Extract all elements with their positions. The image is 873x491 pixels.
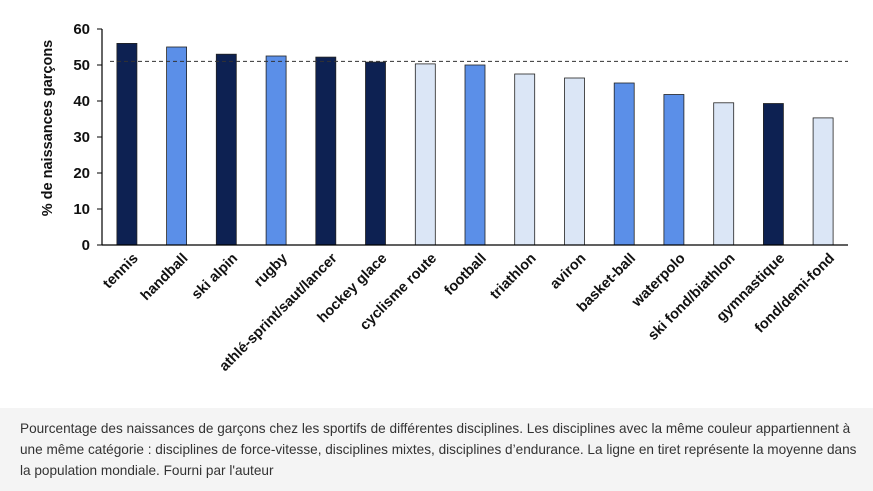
bar-gymnastique	[763, 103, 784, 246]
bar-football	[464, 64, 486, 246]
bar-basket-ball	[613, 82, 635, 246]
bar-tennis	[116, 43, 138, 246]
x-category-label: football	[441, 251, 489, 299]
bar-triathlon	[514, 73, 536, 246]
x-category-label: triathlon	[487, 251, 539, 303]
caption-area: Pourcentage des naissances de garçons ch…	[0, 408, 873, 491]
bar-hockey-glace	[365, 61, 386, 246]
y-tick-label: 50	[73, 57, 90, 74]
x-category-label: rugby	[251, 251, 291, 291]
y-tick-label: 20	[73, 165, 90, 182]
x-category-label: tennis	[100, 251, 142, 293]
y-tick-label: 10	[73, 201, 90, 218]
y-tick-label: 30	[73, 129, 90, 146]
x-category-label: aviron	[547, 251, 589, 293]
bar-waterpolo	[663, 94, 685, 246]
x-category-label: handball	[138, 251, 191, 304]
y-axis-label: % de naissances garçons	[40, 40, 56, 217]
y-tick-label: 40	[73, 93, 90, 110]
x-category-label: ski fond/biathlon	[645, 251, 738, 344]
bar-handball	[166, 46, 188, 246]
y-tick-label: 0	[82, 237, 90, 254]
figure-caption: Pourcentage des naissances de garçons ch…	[20, 421, 857, 478]
bar-cyclisme-route	[414, 63, 436, 246]
x-category-label: ski alpin	[189, 251, 241, 303]
bar-fond-demi-fond	[812, 117, 834, 246]
bars	[116, 43, 834, 246]
y-axis-ticks: 0 10 20 30 40 50 60	[73, 21, 102, 254]
bar-aviron	[564, 77, 585, 246]
y-tick-label: 60	[73, 21, 90, 38]
bar-rugby	[265, 55, 287, 246]
bar-ski-fond-biathlon	[713, 102, 735, 246]
bar-athl-sprint-saut-lancer	[315, 56, 337, 246]
bar-ski-alpin	[215, 53, 237, 246]
